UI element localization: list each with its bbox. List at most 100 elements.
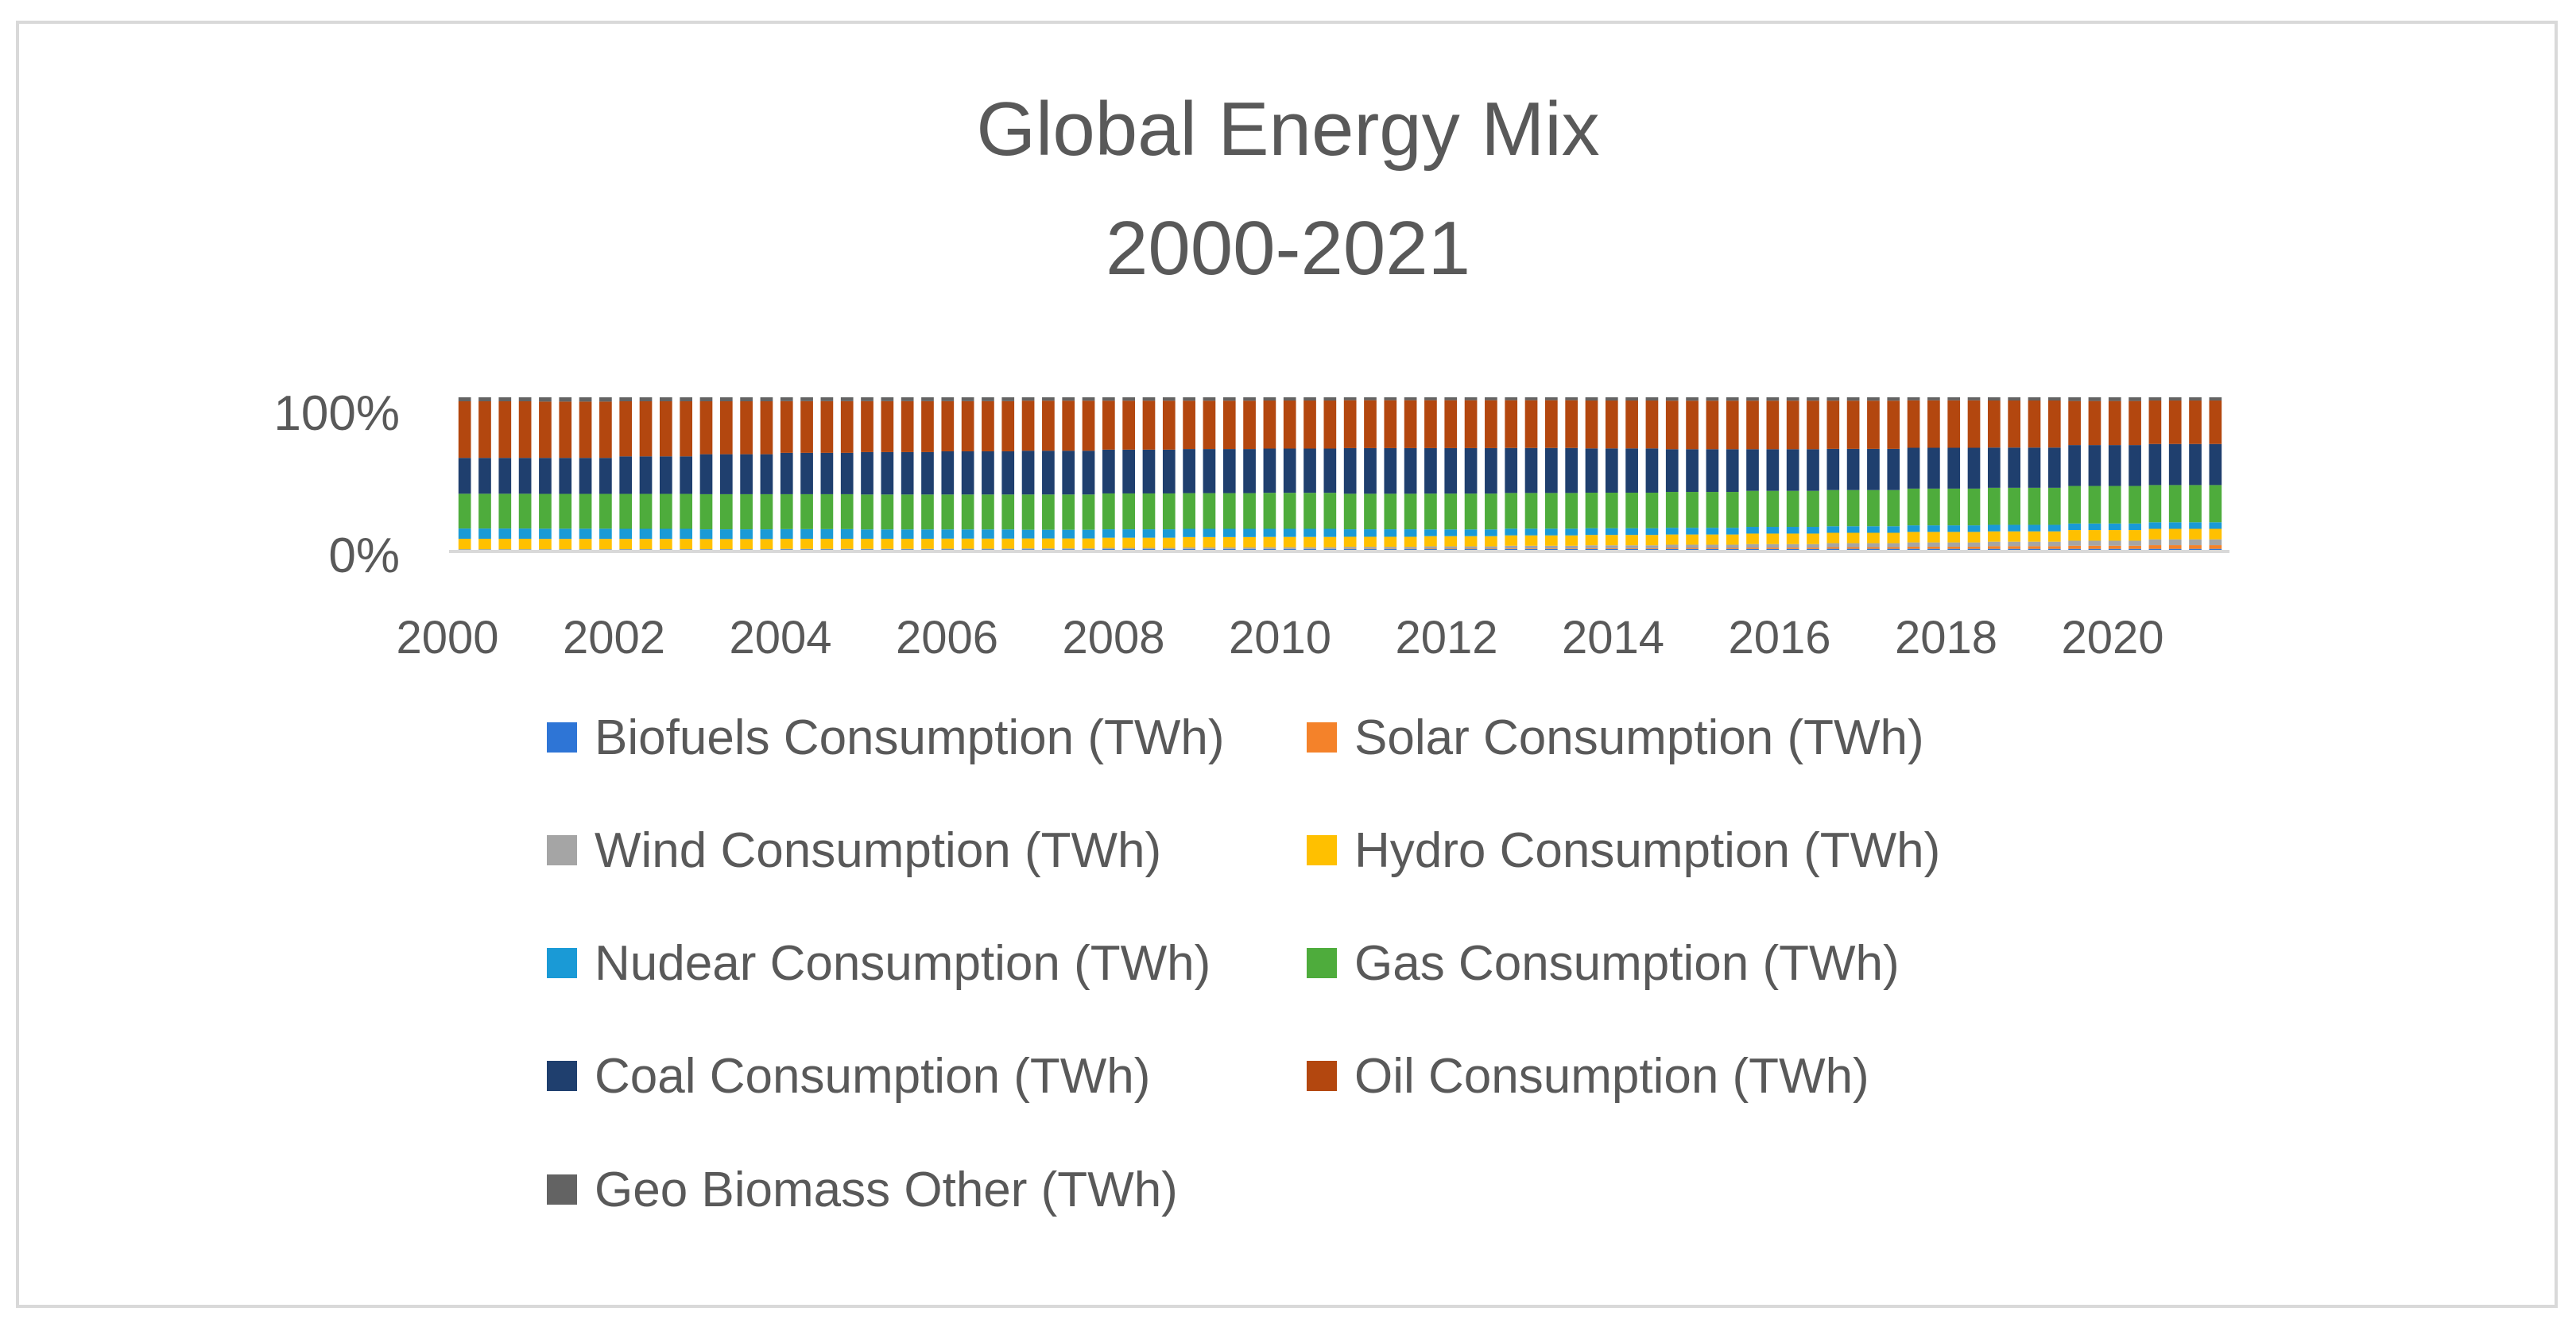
- bar-segment-2011-6-1: [1364, 447, 1377, 494]
- bar-segment-2002-6-2: [659, 456, 672, 494]
- bar-segment-2018-2-0: [1907, 542, 1920, 547]
- bar-segment-2016-1-2: [1786, 547, 1799, 549]
- bar-segment-2009-6-0: [1183, 449, 1195, 493]
- bar-segment-2003-3-2: [740, 539, 753, 550]
- bar-segment-2005-3-1: [881, 538, 894, 549]
- bar-segment-2014-7-3: [1645, 400, 1659, 449]
- bar-segment-2021-3-3: [2209, 528, 2222, 540]
- bar-segment-2017-2-1: [1846, 543, 1860, 547]
- bar-segment-2003-4-0: [699, 529, 713, 540]
- legend-swatch: [547, 948, 577, 978]
- bar-segment-2004-6-2: [820, 452, 834, 494]
- bar-segment-2007-0-0: [1021, 549, 1035, 550]
- bar-segment-2012-7-2: [1464, 400, 1478, 448]
- bar-segment-2017-7-0: [1826, 400, 1840, 449]
- legend-label: Geo Biomass Other (TWh): [595, 1162, 1178, 1217]
- legend-item: Hydro Consumption (TWh): [1307, 818, 1940, 882]
- bar-segment-2011-8-0: [1343, 397, 1357, 400]
- bar-segment-2001-6-0: [539, 458, 552, 494]
- bar-segment-2006-2-1: [961, 548, 974, 550]
- bar-segment-2004-8-2: [820, 397, 834, 401]
- bar-segment-2013-0-2: [1544, 548, 1558, 550]
- bar-segment-2004-7-0: [780, 400, 793, 453]
- bar-segment-2020-0-0: [2068, 548, 2081, 550]
- bar-segment-2005-8-3: [921, 397, 934, 401]
- bar-segment-2015-2-2: [1706, 544, 1719, 548]
- bar-segment-2013-5-3: [1565, 493, 1579, 529]
- bar-segment-2021-5-2: [2189, 485, 2202, 523]
- bar-segment-2000-4-0: [458, 528, 471, 539]
- bar-segment-2004-7-1: [800, 400, 813, 453]
- bar-segment-2004-3-0: [780, 538, 793, 549]
- bar-segment-2012-1-0: [1424, 548, 1437, 550]
- bar-segment-2006-8-0: [941, 397, 955, 401]
- bar-segment-2008-7-1: [1122, 400, 1136, 450]
- bar-segment-2020-5-3: [2129, 486, 2141, 524]
- bar-segment-2016-6-0: [1746, 449, 1759, 491]
- bar-segment-2016-3-3: [1807, 533, 1819, 544]
- bar-segment-2016-0-0: [1746, 548, 1759, 550]
- bar-segment-2002-7-1: [639, 400, 653, 457]
- bar-segment-2004-6-1: [800, 452, 813, 494]
- bar-segment-2016-6-3: [1807, 449, 1819, 491]
- bar-segment-2008-2-2: [1142, 547, 1156, 550]
- bar-segment-2016-8-3: [1807, 397, 1819, 401]
- bar-segment-2002-6-1: [639, 456, 653, 494]
- chart-frame: [16, 21, 2558, 1308]
- bar-segment-2016-7-0: [1746, 400, 1759, 450]
- bar-segment-2011-2-0: [1343, 547, 1357, 549]
- chart-title: Global Energy Mix: [976, 87, 1600, 172]
- legend-label: Hydro Consumption (TWh): [1354, 822, 1941, 878]
- bar-segment-2007-0-2: [1062, 549, 1075, 550]
- bar-segment-2008-5-3: [1162, 493, 1176, 530]
- bar-segment-2008-6-1: [1122, 449, 1136, 493]
- bar-segment-2016-0-1: [1766, 548, 1780, 550]
- bar-segment-2003-6-1: [719, 454, 733, 494]
- bar-segment-2003-3-0: [699, 539, 713, 550]
- bar-segment-2018-4-3: [1967, 525, 1981, 532]
- bar-segment-2020-7-2: [2108, 400, 2121, 446]
- bar-segment-2006-6-2: [982, 451, 994, 495]
- bar-segment-2021-2-3: [2209, 539, 2222, 546]
- bar-segment-2001-8-3: [599, 397, 612, 402]
- bar-segment-2014-4-1: [1605, 528, 1618, 536]
- bar-segment-2017-1-0: [1826, 547, 1840, 549]
- bar-segment-2016-2-2: [1786, 544, 1799, 548]
- bar-segment-2009-0-1: [1203, 549, 1216, 550]
- bar-segment-2003-7-2: [740, 400, 753, 455]
- bar-segment-2017-3-1: [1846, 532, 1860, 544]
- bar-segment-2015-6-3: [1726, 449, 1739, 493]
- bar-segment-2019-1-0: [1987, 546, 2001, 549]
- bar-segment-2012-6-3: [1485, 447, 1497, 494]
- bar-segment-2021-1-2: [2189, 545, 2202, 549]
- bar-segment-2005-4-3: [921, 529, 934, 539]
- bar-segment-2018-3-3: [1967, 532, 1981, 543]
- bar-segment-2017-3-2: [1867, 532, 1880, 544]
- bar-segment-2005-0-2: [901, 549, 914, 550]
- bar-segment-2010-0-0: [1263, 549, 1276, 550]
- bar-segment-2021-7-2: [2189, 400, 2202, 444]
- bar-segment-2011-5-1: [1364, 493, 1377, 530]
- bar-segment-2006-6-3: [1001, 451, 1015, 495]
- bar-segment-2006-0-3: [1001, 549, 1015, 550]
- bar-segment-2001-6-2: [579, 458, 592, 494]
- bar-segment-2018-2-2: [1947, 542, 1961, 547]
- legend-swatch: [1307, 1061, 1337, 1091]
- bar-segment-2010-8-2: [1303, 397, 1316, 401]
- bar-segment-2013-7-0: [1505, 400, 1518, 448]
- bar-segment-2012-1-1: [1444, 548, 1458, 550]
- bar-segment-2002-2-2: [659, 549, 672, 550]
- legend-label: Nudear Consumption (TWh): [595, 935, 1211, 991]
- bar-segment-2007-8-1: [1042, 397, 1055, 401]
- bar-segment-2000-8-3: [518, 397, 532, 401]
- bar-segment-2008-0-0: [1102, 549, 1115, 550]
- bar-segment-2021-8-1: [2168, 397, 2182, 401]
- bar-segment-2007-4-3: [1082, 529, 1095, 539]
- bar-segment-2019-4-1: [2008, 524, 2021, 532]
- bar-segment-2008-6-0: [1102, 449, 1115, 493]
- bar-segment-2013-8-3: [1565, 397, 1579, 400]
- bar-segment-2001-3-3: [599, 539, 612, 550]
- bar-segment-2001-3-0: [539, 539, 552, 550]
- bar-segment-2021-4-3: [2209, 522, 2222, 529]
- bar-segment-2005-5-2: [901, 494, 914, 530]
